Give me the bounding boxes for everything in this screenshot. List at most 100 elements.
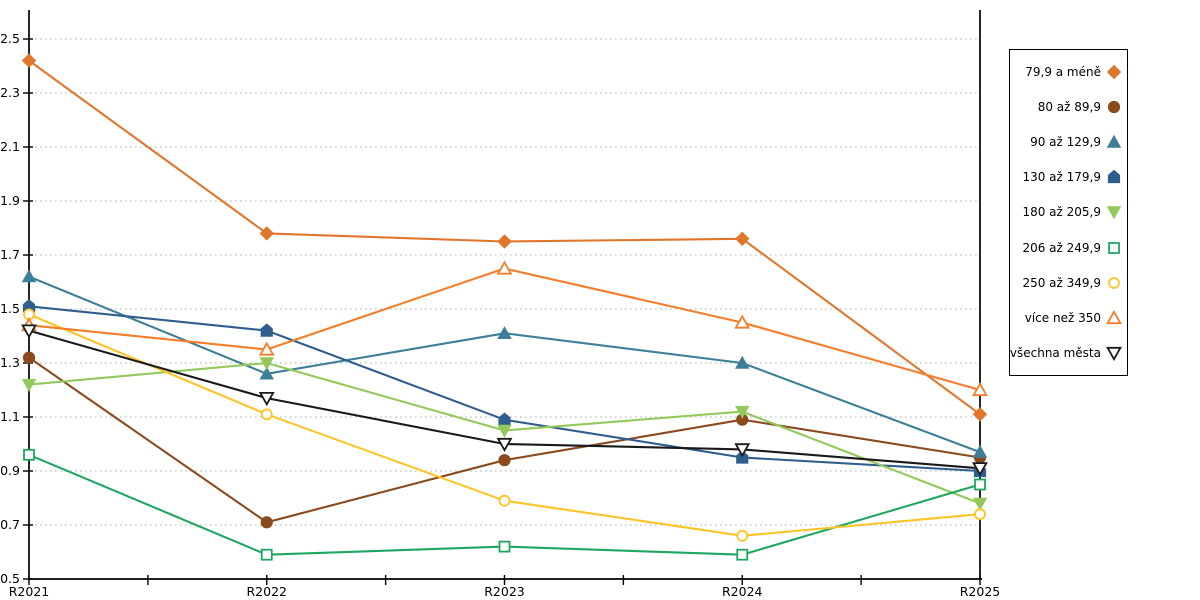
series-markers-180-a-205-9: [21, 357, 988, 511]
legend-marker-circle-icon: [1108, 277, 1120, 289]
data-point-marker: [260, 548, 273, 561]
data-point-marker: [260, 408, 273, 421]
data-point-marker: [735, 231, 750, 247]
legend-marker-triangle-down-icon: [1106, 206, 1122, 220]
y-axis-labels: 0.5 0.7 0.9 1.1 1.3 1.5 1.7 1.9 2.1 2.3 2.5: [0, 31, 20, 586]
x-tick-label: R2025: [960, 584, 1001, 599]
legend-marker-circle-icon: [1107, 100, 1121, 113]
gridlines: [30, 38, 977, 526]
data-point-marker: [734, 355, 750, 369]
y-tick-label: 1.5: [0, 301, 20, 316]
data-point-marker: [259, 366, 275, 380]
y-tick-label: 1.3: [0, 355, 20, 370]
data-point-marker: [21, 378, 37, 392]
data-point-marker: [734, 405, 750, 419]
series-markers-79-9-a-m-n: [21, 53, 988, 422]
data-point-marker: [1106, 134, 1122, 148]
data-point-marker: [258, 391, 275, 407]
data-point-marker: [972, 497, 988, 511]
y-tick-label: 2.5: [0, 31, 20, 46]
data-point-marker: [21, 53, 37, 68]
legend-marker-pentagon-icon: [1107, 170, 1121, 184]
x-tick-label: R2023: [484, 584, 525, 599]
data-point-marker: [1106, 310, 1122, 325]
series-markers-v-echna-m-sta: [21, 324, 988, 477]
data-point-marker: [259, 226, 274, 241]
data-point-marker: [258, 341, 275, 356]
data-point-marker: [498, 454, 511, 467]
data-point-marker: [21, 324, 37, 339]
data-point-marker: [974, 478, 986, 491]
data-point-marker: [497, 424, 512, 438]
legend-label: 80 až 89,9: [1037, 99, 1101, 114]
data-point-marker: [972, 381, 988, 397]
legend-item-v-ce-ne-350: více než 350: [1012, 310, 1122, 326]
y-axis-ticks: [23, 38, 33, 580]
data-point-marker: [498, 412, 511, 426]
legend-marker-triangle-down-icon: [1106, 347, 1122, 362]
data-point-marker: [497, 234, 512, 249]
data-point-marker: [1107, 170, 1121, 184]
data-point-marker: [972, 444, 988, 458]
legend-marker-diamond-icon: [1106, 64, 1122, 79]
data-point-marker: [259, 357, 275, 371]
legend-marker-triangle-up-icon: [1106, 310, 1122, 325]
y-tick-label: 0.9: [0, 463, 20, 478]
legend-item-90-a-129-9: 90 až 129,9: [1012, 134, 1122, 150]
data-point-marker: [496, 260, 513, 275]
data-point-marker: [23, 448, 35, 461]
data-point-marker: [260, 516, 273, 529]
data-point-marker: [496, 437, 513, 453]
legend-label: více než 350: [1024, 311, 1101, 326]
legend-label: všechna města: [1009, 346, 1101, 361]
data-point-marker: [22, 351, 36, 364]
legend-label: 250 až 349,9: [1022, 275, 1101, 290]
data-point-marker: [736, 548, 749, 561]
x-tick-label: R2021: [9, 584, 50, 599]
data-point-marker: [974, 508, 986, 521]
legend-item-130-a-179-9: 130 až 179,9: [1012, 169, 1122, 185]
legend: 79,9 a méně 80 až 89,9 90 až 129,9 130 až 1…: [1009, 49, 1128, 376]
data-point-marker: [260, 323, 273, 337]
legend-item-206-a-249-9: 206 až 249,9: [1012, 240, 1122, 256]
y-tick-label: 0.7: [0, 517, 20, 532]
data-point-marker: [1106, 64, 1122, 79]
data-point-marker: [1107, 100, 1121, 113]
y-tick-label: 1.1: [0, 409, 20, 424]
legend-item-79-9-a-m-n: 79,9 a méně: [1012, 64, 1122, 80]
data-point-marker: [1106, 347, 1122, 362]
x-tick-label: R2024: [722, 584, 763, 599]
y-tick-label: 2.3: [0, 85, 20, 100]
data-point-marker: [1108, 277, 1120, 289]
legend-item-80-a-89-9: 80 až 89,9: [1012, 99, 1122, 115]
data-point-marker: [21, 269, 37, 283]
legend-item-180-a-205-9: 180 až 205,9: [1012, 204, 1122, 220]
legend-marker-square-icon: [1108, 241, 1120, 254]
legend-item-v-echna-m-sta: všechna města: [1009, 345, 1122, 362]
data-point-marker: [497, 326, 512, 339]
legend-label: 90 až 129,9: [1030, 135, 1101, 150]
legend-item-250-a-349-9: 250 až 349,9: [1012, 275, 1122, 291]
legend-marker-triangle-up-icon: [1106, 134, 1122, 148]
data-point-marker: [736, 529, 749, 542]
data-point-marker: [1108, 241, 1120, 254]
data-point-marker: [972, 462, 988, 477]
data-point-marker: [498, 540, 511, 553]
legend-label: 130 až 179,9: [1022, 170, 1101, 185]
y-tick-label: 2.1: [0, 139, 20, 154]
data-point-marker: [498, 494, 511, 507]
y-tick-label: 0.5: [0, 571, 20, 586]
series-markers-v-ce-ne-350: [21, 260, 988, 397]
series-markers-90-a-129-9: [21, 269, 988, 458]
y-tick-label: 1.7: [0, 247, 20, 262]
legend-label: 206 až 249,9: [1022, 240, 1101, 255]
data-point-marker: [972, 407, 988, 422]
axes: [28, 10, 982, 580]
data-point-marker: [1106, 206, 1122, 220]
legend-label: 79,9 a méně: [1025, 64, 1101, 79]
legend-label: 180 až 205,9: [1022, 205, 1101, 220]
data-point-marker: [734, 314, 751, 329]
data-point-marker: [734, 443, 751, 458]
